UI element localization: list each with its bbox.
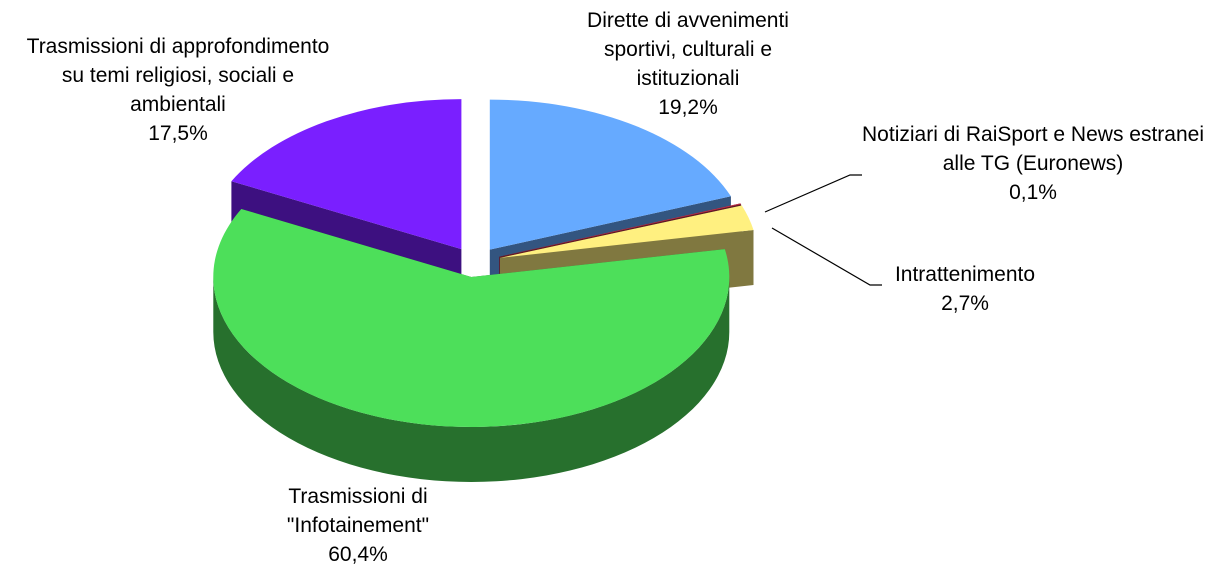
category-label: Trasmissioni di "Infotainement" (286, 485, 430, 537)
category-label: Notiziari di RaiSport e News estranei al… (862, 123, 1204, 175)
leader-line (771, 227, 882, 286)
value-label: 60,4% (328, 543, 388, 566)
value-label: 2,7% (941, 292, 989, 315)
pie (213, 99, 754, 482)
slice (500, 205, 754, 258)
category-label: Intrattenimento (894, 263, 1036, 286)
slice (231, 99, 462, 250)
slice-label: Trasmissioni di "Infotainement" 60,4% (258, 482, 458, 569)
leader-line (764, 174, 862, 213)
slice (213, 209, 730, 427)
category-label: Trasmissioni di approfondimento su temi … (26, 35, 330, 116)
value-label: 0,1% (1009, 181, 1057, 204)
slice (499, 203, 742, 257)
value-label: 17,5% (148, 122, 208, 145)
slice-label: Dirette di avvenimenti sportivi, cultura… (563, 6, 813, 122)
slice-side (213, 277, 730, 482)
value-label: 19,2% (658, 96, 718, 119)
category-label: Dirette di avvenimenti sportivi, cultura… (587, 9, 789, 90)
slice-label: Trasmissioni di approfondimento su temi … (13, 32, 343, 148)
slice-label: Intrattenimento 2,7% (865, 260, 1065, 318)
slice-label: Notiziari di RaiSport e News estranei al… (861, 120, 1206, 207)
slice (489, 99, 731, 250)
